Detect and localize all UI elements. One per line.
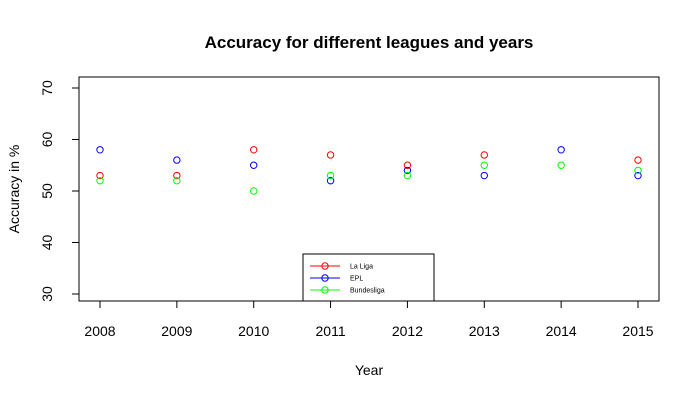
chart-title: Accuracy for different leagues and years bbox=[205, 33, 534, 52]
y-axis-title: Accuracy in % bbox=[6, 145, 22, 234]
y-tick-label: 70 bbox=[39, 80, 55, 96]
legend: La Liga EPL Bundesliga bbox=[302, 253, 435, 302]
data-point bbox=[250, 187, 258, 195]
legend-marker bbox=[321, 286, 329, 294]
data-point bbox=[634, 171, 642, 180]
data-point bbox=[634, 166, 642, 175]
legend-marker bbox=[321, 262, 329, 270]
x-tick-label: 2009 bbox=[161, 323, 192, 339]
data-point bbox=[480, 171, 488, 180]
data-point bbox=[403, 161, 412, 169]
data-point bbox=[326, 151, 335, 159]
data-point bbox=[326, 177, 335, 185]
y-tick-label: 50 bbox=[39, 183, 55, 199]
x-tick-label: 2011 bbox=[316, 323, 346, 339]
legend-marker bbox=[321, 274, 329, 282]
x-axis: 2008 2009 2010 2011 2012 2013 2014 2015 bbox=[84, 301, 654, 339]
data-point bbox=[96, 171, 104, 180]
x-tick-label: 2010 bbox=[238, 323, 269, 339]
x-tick-label: 2014 bbox=[546, 323, 577, 339]
legend-label: EPL bbox=[350, 276, 363, 283]
data-point bbox=[96, 146, 104, 154]
y-tick-label: 30 bbox=[39, 286, 55, 302]
y-axis: 30 40 50 60 70 bbox=[39, 80, 79, 302]
y-tick-label: 40 bbox=[39, 235, 55, 251]
data-point bbox=[173, 171, 181, 180]
x-tick-label: 2012 bbox=[392, 323, 423, 339]
data-point bbox=[403, 166, 412, 175]
data-point bbox=[557, 146, 565, 154]
data-point bbox=[326, 171, 335, 180]
x-tick-label: 2013 bbox=[469, 323, 500, 339]
data-point bbox=[634, 156, 642, 164]
data-points bbox=[96, 146, 642, 195]
x-tick-label: 2015 bbox=[622, 323, 653, 339]
data-point bbox=[173, 177, 181, 185]
x-tick-label: 2008 bbox=[84, 323, 115, 339]
data-point bbox=[557, 161, 565, 169]
data-point bbox=[96, 177, 104, 185]
data-point bbox=[403, 171, 412, 180]
legend-label: La Liga bbox=[350, 264, 373, 271]
data-point bbox=[250, 146, 258, 154]
x-axis-title: Year bbox=[355, 362, 384, 378]
data-point bbox=[173, 156, 181, 164]
data-point bbox=[250, 161, 258, 169]
data-point bbox=[480, 161, 488, 169]
y-tick-label: 60 bbox=[39, 132, 55, 148]
data-point bbox=[480, 151, 488, 159]
legend-label: Bundesliga bbox=[350, 288, 385, 295]
